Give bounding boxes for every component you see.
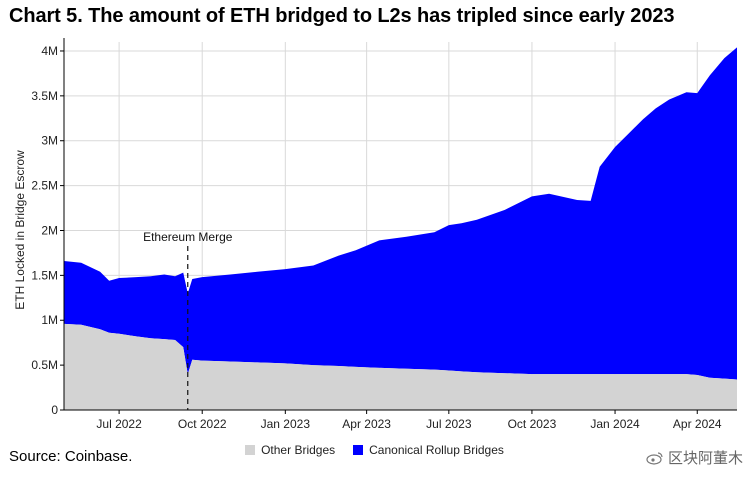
y-ticks: 0 0.5M 1M 1.5M 2M 2.5M 3M 3.5M 4M (31, 44, 64, 417)
annotations: Ethereum Merge (143, 230, 233, 410)
chart-title: Chart 5. The amount of ETH bridged to L2… (9, 5, 675, 27)
y-tick-label: 0.5M (31, 358, 58, 372)
y-tick-label: 0 (51, 403, 58, 417)
y-tick-label: 3M (41, 134, 58, 148)
weibo-logo-icon (646, 451, 663, 465)
x-tick-label: Apr 2024 (673, 417, 722, 431)
x-tick-label: Apr 2023 (342, 417, 391, 431)
y-tick-label: 4M (41, 44, 58, 58)
legend: Other Bridges Canonical Rollup Bridges (0, 443, 749, 457)
watermark: 区块阿董木 (646, 447, 743, 468)
legend-label-canonical: Canonical Rollup Bridges (369, 443, 504, 457)
watermark-text: 区块阿董木 (667, 450, 743, 467)
source-note: Source: Coinbase. (9, 448, 133, 465)
legend-swatch-other (245, 445, 256, 455)
x-ticks: Jul 2022 Oct 2022 Jan 2023 Apr 2023 Jul 2023… (96, 410, 722, 431)
x-tick-label: Oct 2023 (508, 417, 557, 431)
x-tick-label: Jul 2023 (426, 417, 472, 431)
y-tick-label: 2M (41, 223, 58, 237)
series-area-other-bridges (64, 323, 737, 410)
axes (63, 38, 737, 411)
legend-item-canonical: Canonical Rollup Bridges (353, 443, 504, 457)
chart-canvas: 0 0.5M 1M 1.5M 2M 2.5M 3M 3.5M 4M Jul 2022 Oct 20… (31, 38, 737, 431)
y-tick-label: 2.5M (31, 179, 58, 193)
area-series (64, 47, 737, 410)
annotation-label: Ethereum Merge (143, 230, 233, 244)
y-tick-label: 3.5M (31, 89, 58, 103)
x-tick-label: Jan 2024 (590, 417, 640, 431)
series-area-canonical-rollup-bridges (64, 47, 737, 380)
y-tick-label: 1M (41, 313, 58, 327)
legend-label-other: Other Bridges (261, 443, 336, 457)
x-tick-label: Jan 2023 (261, 417, 311, 431)
x-tick-label: Jul 2022 (96, 417, 142, 431)
x-tick-label: Oct 2022 (178, 417, 227, 431)
legend-item-other: Other Bridges (245, 443, 335, 457)
y-tick-label: 1.5M (31, 268, 58, 282)
legend-swatch-canonical (353, 445, 364, 455)
